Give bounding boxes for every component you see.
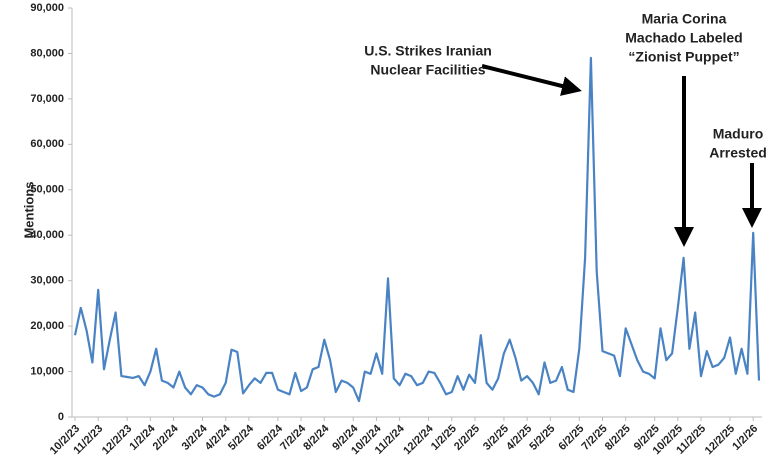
y-tick-label: 40,000 [30,229,64,241]
annotation: Maria Corina [642,11,727,27]
x-tick-label: 5/2/24 [226,422,257,453]
x-tick-label: 1/2/26 [730,423,760,453]
x-tick-label: 8/2/25 [603,423,633,453]
y-tick-label: 0 [58,411,64,423]
annotation: Machado Labeled [625,30,742,46]
y-tick-label: 10,000 [30,365,64,377]
annotation: Maduro [713,126,764,142]
x-tick-label: 3/2/25 [481,423,511,453]
x-tick-label: 12/2/25 [703,423,737,457]
y-tick-label: 50,000 [30,184,64,196]
y-tick-label: 70,000 [30,93,64,105]
x-tick-label: 2/2/24 [151,422,182,453]
y-tick-label: 80,000 [30,47,64,59]
x-tick-label: 1/2/25 [429,423,459,453]
y-tick-label: 60,000 [30,138,64,150]
annotation-arrow [481,64,582,96]
annotation: Arrested [709,145,767,161]
annotation: U.S. Strikes Iranian [364,43,492,59]
y-tick-label: 20,000 [30,320,64,332]
x-tick-label: 6/2/25 [556,423,586,453]
y-tick-label: 30,000 [30,275,64,287]
x-tick-label: 8/2/24 [301,422,332,453]
annotation: “Zionist Puppet” [628,49,739,65]
annotation: Nuclear Facilities [370,62,485,78]
x-tick-label: 12/2/24 [401,422,436,457]
x-tick-label: 4/2/25 [504,423,534,453]
y-tick-label: 90,000 [30,2,64,14]
x-tick-label: 12/2/23 [100,423,134,457]
y-axis-label: Mentions [21,181,36,238]
x-tick-label: 7/2/25 [580,423,610,453]
data-line [73,56,761,403]
x-tick-label: 2/2/25 [452,423,482,453]
x-tick-label: 5/2/25 [527,423,557,453]
